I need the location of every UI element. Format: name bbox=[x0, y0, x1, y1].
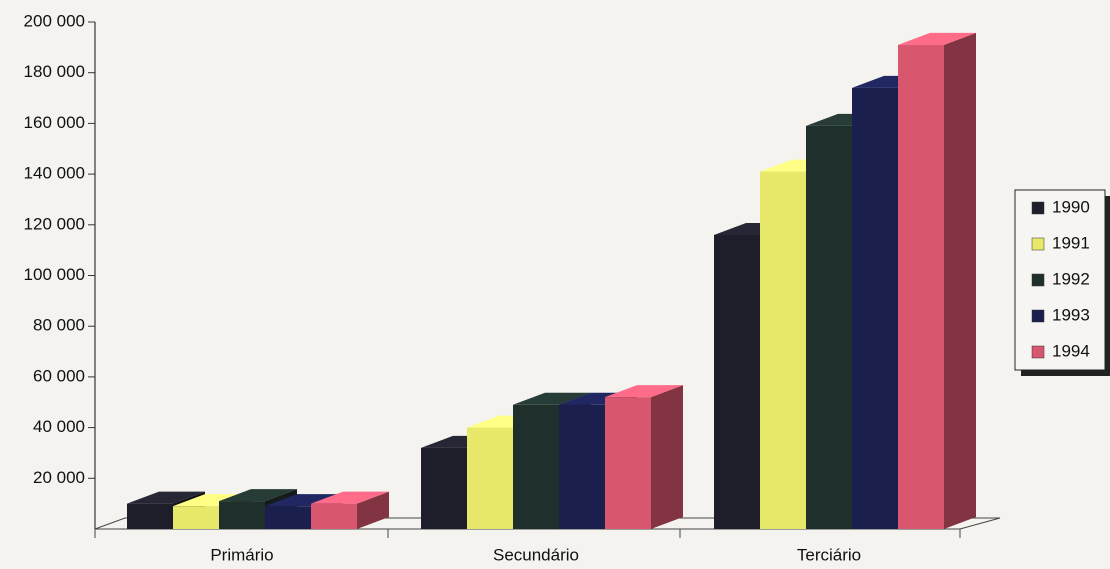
bar bbox=[605, 385, 683, 529]
bar bbox=[898, 32, 976, 529]
y-tick-label: 120 000 bbox=[24, 214, 85, 233]
x-tick-label: Primário bbox=[210, 545, 273, 564]
floor bbox=[94, 517, 1001, 530]
y-tick-label: 60 000 bbox=[33, 366, 85, 385]
bar-front bbox=[421, 447, 467, 529]
legend-swatch bbox=[1031, 345, 1045, 359]
legend-swatch bbox=[1031, 237, 1045, 251]
y-tick-label: 180 000 bbox=[24, 62, 85, 81]
bar-front bbox=[806, 125, 852, 529]
legend-swatch bbox=[1031, 201, 1045, 215]
bar-top bbox=[127, 491, 205, 504]
bar-top bbox=[513, 392, 591, 405]
bar-front bbox=[605, 397, 651, 529]
bar-front bbox=[467, 427, 513, 529]
bar-front bbox=[311, 503, 357, 529]
bar-top bbox=[265, 494, 343, 507]
bar-front bbox=[127, 503, 173, 529]
legend bbox=[1014, 189, 1106, 371]
bar-front bbox=[265, 506, 311, 529]
bar-side bbox=[357, 491, 389, 529]
x-tick-label: Terciário bbox=[797, 545, 861, 564]
legend-swatch bbox=[1031, 273, 1045, 287]
bar-top bbox=[311, 491, 389, 504]
bar-front bbox=[173, 506, 219, 529]
legend-swatch bbox=[1031, 309, 1045, 323]
bar-top bbox=[219, 489, 297, 502]
legend-label: 1992 bbox=[1052, 269, 1090, 288]
bar-front bbox=[852, 87, 898, 529]
bar-front bbox=[219, 501, 265, 529]
bar-top bbox=[898, 32, 976, 45]
y-tick-label: 40 000 bbox=[33, 417, 85, 436]
bar-front bbox=[898, 44, 944, 529]
bar-side bbox=[651, 385, 683, 529]
bar-side bbox=[944, 32, 976, 529]
x-tick-label: Secundário bbox=[493, 545, 579, 564]
legend-label: 1991 bbox=[1052, 233, 1090, 252]
bar-front bbox=[714, 234, 760, 529]
bar-top bbox=[605, 385, 683, 398]
legend-label: 1993 bbox=[1052, 305, 1090, 324]
bar-front bbox=[513, 404, 559, 529]
legend-label: 1994 bbox=[1052, 341, 1090, 360]
bar bbox=[311, 491, 389, 529]
y-tick-label: 200 000 bbox=[24, 11, 85, 30]
y-tick-label: 160 000 bbox=[24, 113, 85, 132]
bar-front bbox=[760, 171, 806, 529]
legend-label: 1990 bbox=[1052, 197, 1090, 216]
y-tick-label: 100 000 bbox=[24, 265, 85, 284]
bar-front bbox=[559, 404, 605, 529]
y-tick-label: 140 000 bbox=[24, 164, 85, 183]
y-tick-label: 80 000 bbox=[33, 316, 85, 335]
y-tick-label: 20 000 bbox=[33, 468, 85, 487]
